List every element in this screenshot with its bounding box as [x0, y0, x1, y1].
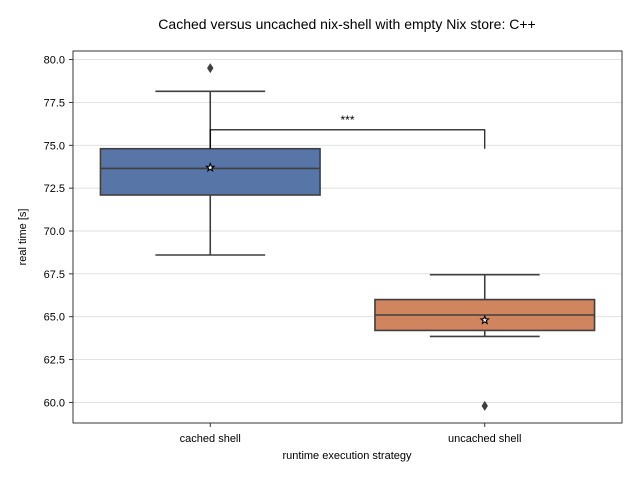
x-axis-label: runtime execution strategy: [282, 450, 412, 462]
plot-area: ***: [99, 63, 596, 411]
mean-marker: [204, 162, 216, 173]
outlier-point: [207, 63, 214, 74]
mean-marker: [479, 314, 491, 325]
box-uncached-shell: [374, 273, 596, 411]
y-tick-label: 70.0: [44, 226, 65, 238]
chart-title: Cached versus uncached nix-shell with em…: [158, 16, 535, 32]
plot-frame: [72, 50, 623, 424]
y-tick-label: 72.5: [44, 183, 65, 195]
y-axis-ticks: 60.0 62.5 65.0 67.5 70.0 72.5 75.0 77.5 80.0: [44, 55, 73, 409]
x-axis-ticks: cached shell uncached shell: [180, 423, 521, 445]
y-tick-label: 67.5: [44, 269, 65, 281]
outlier-point: [481, 400, 488, 411]
significance-bracket: ***: [209, 113, 486, 149]
bracket-line: [209, 129, 486, 149]
y-tick-label: 60.0: [44, 397, 65, 409]
y-tick-label: 62.5: [44, 355, 65, 367]
x-tick-label: cached shell: [180, 433, 241, 445]
grid-lines: [73, 59, 622, 403]
y-tick-label: 65.0: [44, 312, 65, 324]
y-tick-label: 77.5: [44, 97, 65, 109]
interquartile-box: [99, 147, 321, 196]
box-cached-shell: [99, 63, 321, 256]
y-tick-label: 80.0: [44, 55, 65, 67]
y-tick-label: 75.0: [44, 140, 65, 152]
y-axis-label: real time [s]: [17, 209, 29, 266]
significance-label: ***: [340, 113, 354, 127]
x-tick-label: uncached shell: [448, 433, 521, 445]
